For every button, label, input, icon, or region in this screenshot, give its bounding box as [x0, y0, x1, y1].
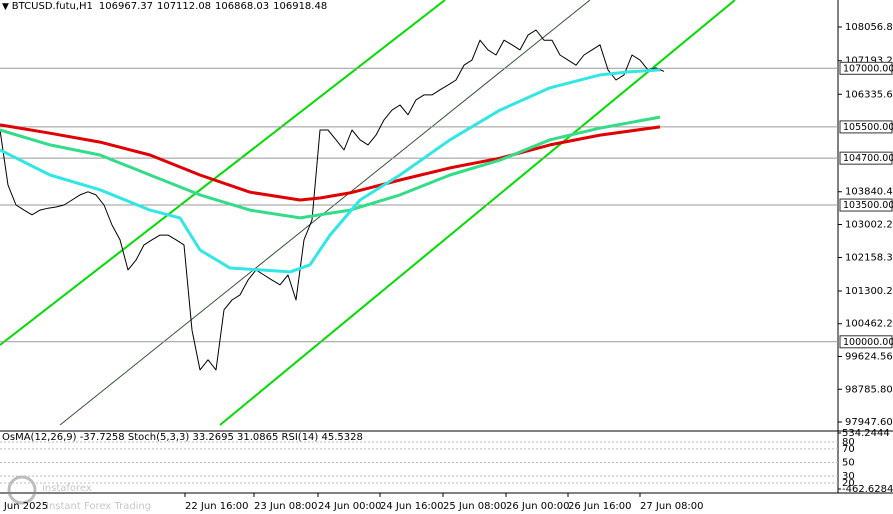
level-label: 103500.00	[843, 200, 893, 211]
level-box	[839, 151, 893, 165]
level-label: 100000.00	[843, 337, 893, 348]
symbol: BTCUSD.futu,H1	[12, 1, 93, 12]
watermark-tagline: Instant Forex Trading	[46, 501, 151, 512]
level-box	[839, 120, 893, 134]
series-line	[0, 123, 661, 202]
close: 106918.48	[273, 1, 327, 12]
sub-tick-label: 70	[842, 444, 855, 455]
sub-tick-label: 20	[842, 478, 855, 489]
open: 106967.37	[99, 1, 153, 12]
osma-tick-label: -462.6284	[842, 484, 893, 495]
x-tick-label: 26 Jun 00:00	[506, 501, 570, 512]
y-tick-label: 103002.20	[845, 220, 893, 231]
y-tick-label: 97947.60	[845, 417, 893, 428]
y-tick-label: 106335.60	[845, 89, 893, 100]
osma-tick-label: 534.2444	[842, 428, 890, 439]
level-box	[839, 335, 893, 349]
high: 107112.08	[157, 1, 211, 12]
series-line	[0, 68, 661, 274]
level-box	[839, 198, 893, 212]
sub-tick-label: 30	[842, 471, 855, 482]
y-tick-label: 108056.80	[845, 22, 893, 33]
level-label: 107000.00	[843, 63, 893, 74]
x-tick-label: 24 Jun 00:00	[318, 501, 382, 512]
channel-line	[0, 0, 446, 346]
y-tick-label: 98785.80	[845, 384, 893, 395]
x-tick-label: 27 Jun 08:00	[640, 501, 704, 512]
y-tick-label: 101300.20	[845, 286, 893, 297]
level-label: 105500.00	[843, 122, 893, 133]
y-tick-label: 100462.20	[845, 319, 893, 330]
series-line	[0, 115, 661, 220]
watermark: instaforex Instant Forex Trading	[7, 475, 151, 512]
watermark-brand: instaforex	[42, 483, 92, 494]
level-box	[839, 61, 893, 75]
y-tick-label: 107193.20	[845, 56, 893, 67]
y-tick-label: 99624.56	[845, 351, 893, 362]
logo	[7, 475, 37, 505]
x-tick-label: 20 Jun 2025	[0, 501, 48, 512]
sub-tick-label: 80	[842, 437, 855, 448]
x-tick-label: 22 Jun 16:00	[185, 501, 249, 512]
level-label: 104700.00	[843, 153, 893, 164]
series-line	[0, 29, 665, 371]
y-tick-label: 103840.40	[845, 187, 893, 198]
header: ▼ BTCUSD.futu,H1 106967.37 107112.08 106868…	[2, 1, 327, 12]
x-tick-label: 26 Jun 16:00	[568, 501, 632, 512]
x-tick-label: 23 Jun 08:00	[254, 501, 318, 512]
sub-tick-label: 50	[842, 457, 855, 468]
x-tick-label: 25 Jun 08:00	[443, 501, 507, 512]
x-tick-label: 24 Jun 16:00	[380, 501, 444, 512]
low: 106868.03	[215, 1, 269, 12]
indicator-title: OsMA(12,26,9) -37.7258 Stoch(5,3,3) 33.2…	[2, 432, 363, 443]
plot	[0, 29, 838, 371]
y-tick-label: 102158.36	[845, 252, 893, 263]
